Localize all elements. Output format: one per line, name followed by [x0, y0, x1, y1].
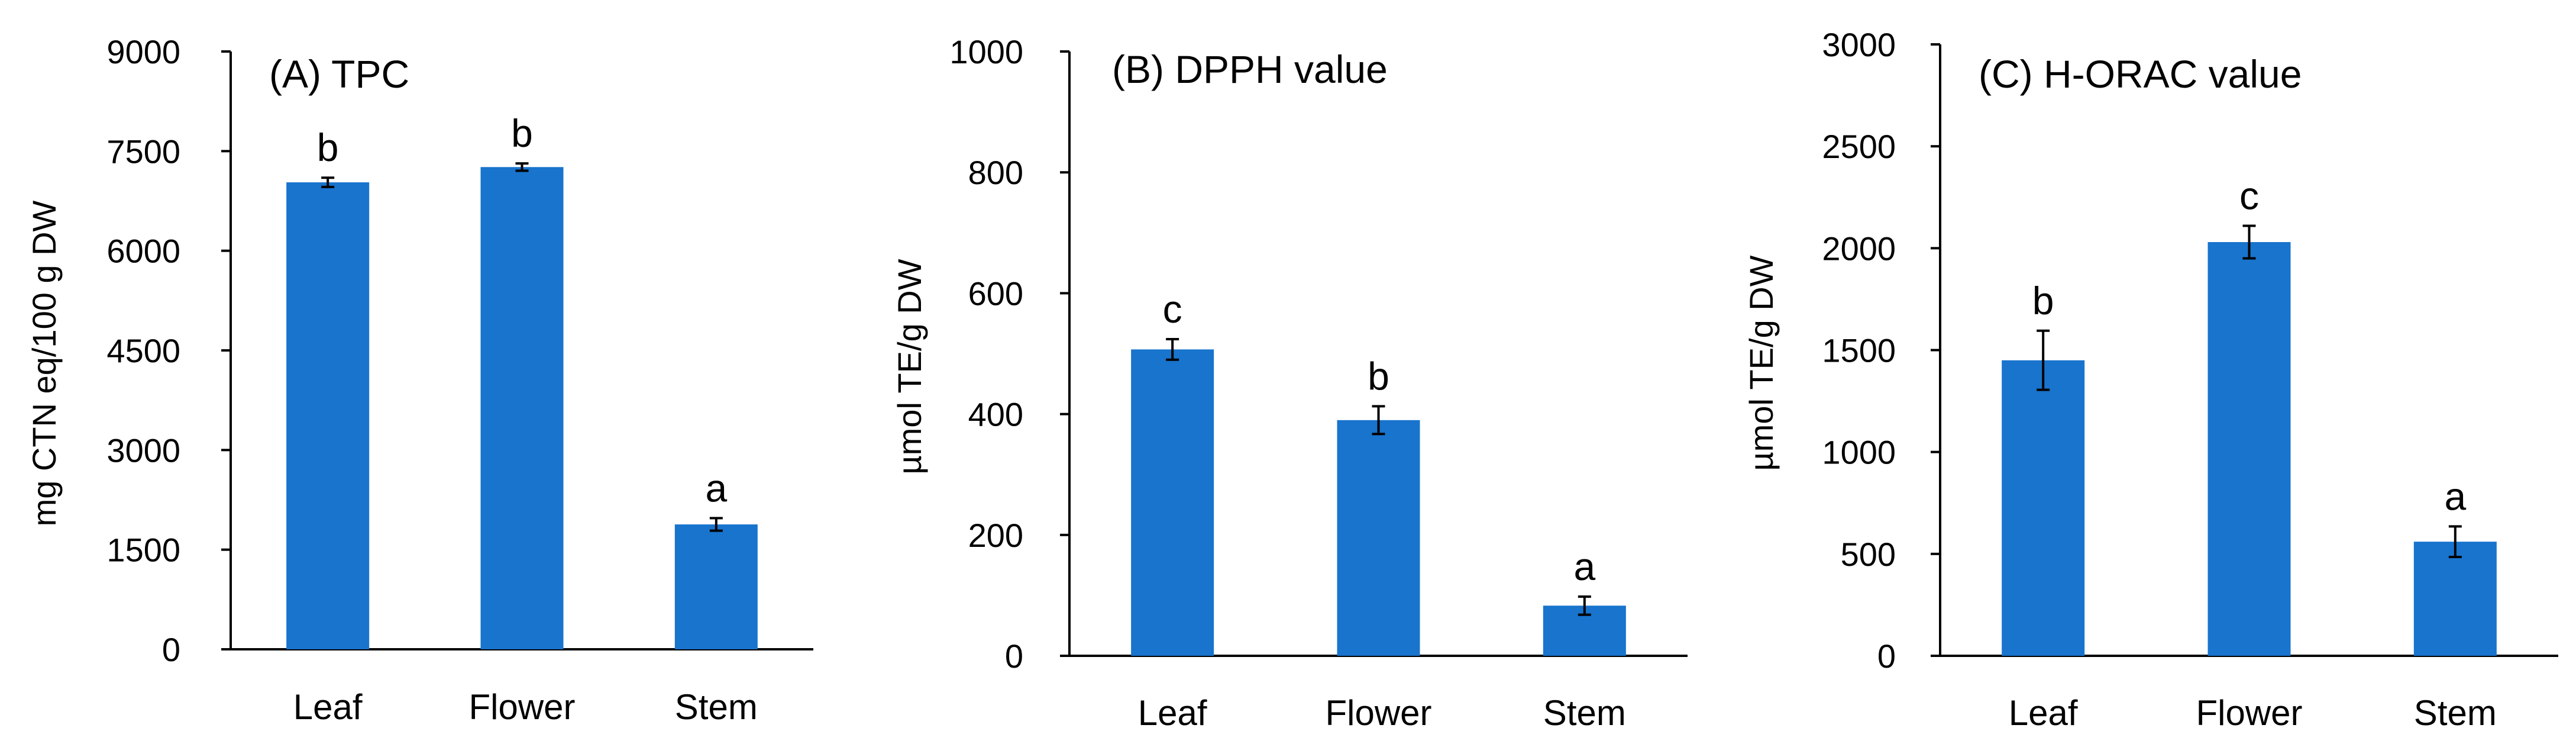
significance-letter: a	[1573, 545, 1595, 588]
x-category-label: Leaf	[1138, 693, 1207, 733]
panel-title: (B) DPPH value	[1112, 47, 1388, 91]
bar-flower	[1337, 420, 1420, 656]
significance-letter: a	[2444, 474, 2466, 518]
y-tick-label: 1000	[1822, 434, 1896, 471]
y-tick-label: 4500	[106, 332, 180, 369]
chart-panel-0: 0 1500 3000 4500 6000 7500 9000 b Leaf b Flower a St…	[25, 33, 813, 727]
y-tick-label: 0	[162, 631, 180, 668]
y-tick-label: 9000	[106, 33, 180, 70]
panel-title: (C) H-ORAC value	[1979, 52, 2302, 96]
bar-flower	[480, 167, 564, 649]
bar-stem	[674, 524, 758, 649]
significance-letter: c	[1163, 287, 1182, 331]
significance-letter: c	[2239, 173, 2259, 217]
y-tick-label: 200	[968, 517, 1023, 554]
bar-leaf	[2002, 360, 2085, 656]
x-category-label: Leaf	[2009, 693, 2078, 733]
y-tick-label: 1500	[1822, 332, 1896, 369]
significance-letter: b	[317, 125, 339, 169]
y-tick-label: 400	[968, 396, 1023, 433]
y-tick-label: 500	[1841, 536, 1896, 573]
x-category-label: Stem	[2414, 693, 2497, 733]
y-tick-label: 6000	[106, 233, 180, 270]
x-category-label: Leaf	[293, 687, 363, 727]
bar-leaf	[286, 182, 370, 650]
significance-letter: b	[1368, 354, 1389, 398]
y-tick-label: 1500	[106, 532, 180, 569]
bar-leaf	[1131, 349, 1214, 656]
panel-title: (A) TPC	[269, 52, 409, 96]
y-axis-title: mg CTN eq/100 g DW	[25, 200, 63, 526]
significance-letter: b	[511, 111, 533, 155]
y-tick-label: 3000	[1822, 26, 1896, 63]
y-tick-label: 0	[1005, 637, 1023, 675]
y-tick-label: 3000	[106, 431, 180, 469]
y-tick-label: 2500	[1822, 128, 1896, 165]
y-tick-label: 0	[1877, 637, 1896, 675]
x-category-label: Flower	[2196, 693, 2302, 733]
y-tick-label: 2000	[1822, 230, 1896, 267]
y-tick-label: 1000	[949, 33, 1023, 70]
significance-letter: a	[705, 466, 727, 510]
y-tick-label: 7500	[106, 133, 180, 170]
x-category-label: Stem	[675, 687, 758, 727]
x-category-label: Flower	[468, 687, 575, 727]
y-axis-title: µmol TE/g DW	[1743, 255, 1780, 471]
y-axis-title: µmol TE/g DW	[891, 259, 928, 474]
y-tick-label: 800	[968, 154, 1023, 191]
significance-letter: b	[2032, 279, 2054, 323]
bar-stem	[2413, 542, 2497, 656]
x-category-label: Flower	[1325, 693, 1431, 733]
chart-panel-2: 0 500 1000 1500 2000 2500 3000 b Leaf c Flower a Ste…	[1743, 26, 2558, 733]
chart-panel-1: 0 200 400 600 800 1000 c Leaf b Flower a Stem µmol T…	[891, 33, 1688, 733]
x-category-label: Stem	[1543, 693, 1626, 733]
y-tick-label: 600	[968, 275, 1023, 312]
bar-flower	[2207, 242, 2291, 656]
